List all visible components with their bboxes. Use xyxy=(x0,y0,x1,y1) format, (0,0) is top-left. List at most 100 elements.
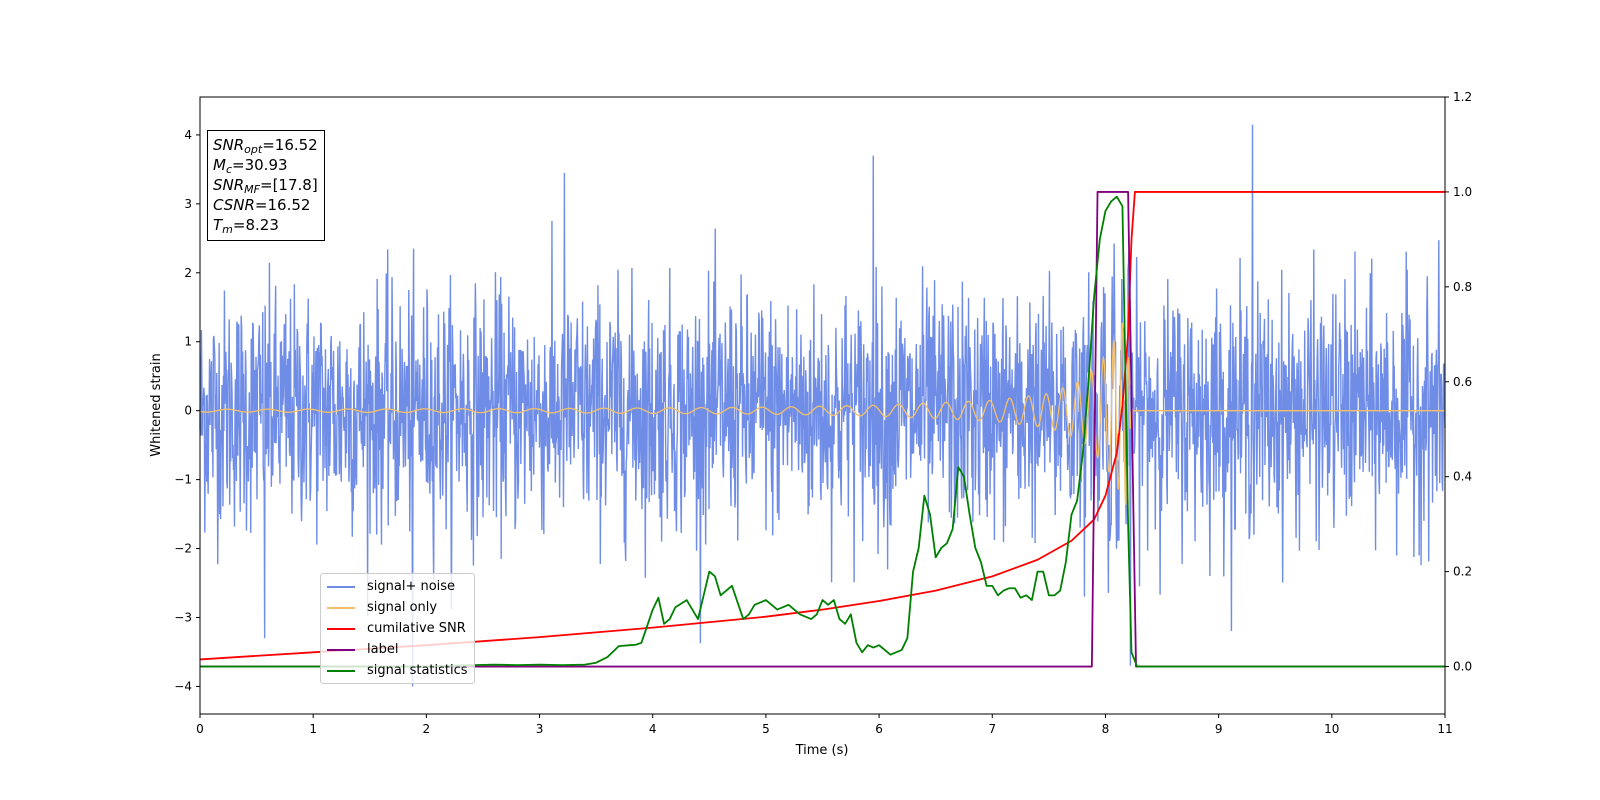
y-tick: 3 xyxy=(184,197,200,211)
info-csnr-symbol: CSNR xyxy=(213,196,255,214)
x-tick: 2 xyxy=(423,714,431,736)
info-snr-opt-sub: opt xyxy=(244,143,263,156)
y-tick-label: 2 xyxy=(184,266,192,280)
info-tm-sub: m xyxy=(222,223,233,236)
x-axis: 0 1 2 3 4 5 6 7 8 9 10 11 xyxy=(196,714,1453,736)
x-tick: 11 xyxy=(1437,714,1453,736)
y2-tick: 0.4 xyxy=(1445,470,1472,484)
legend-item: cumilative SNR xyxy=(327,618,468,639)
series-layer xyxy=(199,124,1446,687)
x-tick-label: 7 xyxy=(988,722,996,736)
info-mc-value: =30.93 xyxy=(232,156,288,174)
x-tick-label: 5 xyxy=(762,722,770,736)
x-tick-label: 6 xyxy=(875,722,883,736)
x-tick-label: 1 xyxy=(309,722,317,736)
info-snr-opt-symbol: SNR xyxy=(213,136,245,154)
legend-label: signal+ noise xyxy=(367,579,456,594)
info-snr-mf-symbol: SNR xyxy=(213,176,245,194)
y-tick: 0 xyxy=(184,404,200,418)
info-snr-mf: SNRMF=[17.8] xyxy=(213,175,318,195)
y-tick-label: −4 xyxy=(174,679,192,693)
x-tick-label: 10 xyxy=(1324,722,1339,736)
legend-label: signal statistics xyxy=(367,663,468,678)
x-tick: 10 xyxy=(1324,714,1339,736)
y2-tick: 0.2 xyxy=(1445,565,1472,579)
legend-swatch xyxy=(327,606,355,609)
legend-label: signal only xyxy=(367,600,438,615)
y-tick-label: −3 xyxy=(174,610,192,624)
x-tick: 6 xyxy=(875,714,883,736)
y2-tick-label: 0.8 xyxy=(1453,280,1472,294)
series-signal-noise xyxy=(199,124,1446,687)
y-tick: −3 xyxy=(174,610,200,624)
y-tick-label: 3 xyxy=(184,197,192,211)
x-axis-label: Time (s) xyxy=(795,743,849,758)
y-tick-label: 1 xyxy=(184,335,192,349)
info-snr-opt: SNRopt=16.52 xyxy=(213,135,318,155)
x-tick: 4 xyxy=(649,714,657,736)
x-tick-label: 4 xyxy=(649,722,657,736)
plot-frame xyxy=(199,96,1446,715)
x-tick: 8 xyxy=(1102,714,1110,736)
y2-tick-label: 0.0 xyxy=(1453,660,1472,674)
x-tick-label: 9 xyxy=(1215,722,1223,736)
legend-item: signal statistics xyxy=(327,660,468,681)
info-snr-mf-value: =[17.8] xyxy=(260,176,318,194)
y2-tick: 1.2 xyxy=(1445,90,1472,104)
y-tick: −2 xyxy=(174,542,200,556)
x-tick: 9 xyxy=(1215,714,1223,736)
y-tick-label: −2 xyxy=(174,542,192,556)
x-tick: 7 xyxy=(988,714,996,736)
y-axis-left: −4 −3 −2 −1 0 1 2 3 4 xyxy=(174,128,200,693)
legend-item: label xyxy=(327,639,468,660)
y2-tick-label: 1.0 xyxy=(1453,185,1472,199)
y-tick: 1 xyxy=(184,335,200,349)
y-tick: 2 xyxy=(184,266,200,280)
y2-tick-label: 0.4 xyxy=(1453,470,1472,484)
info-mc: Mc=30.93 xyxy=(213,155,318,175)
info-csnr-value: =16.52 xyxy=(254,196,311,214)
y-axis-right: 0.0 0.2 0.4 0.6 0.8 1.0 1.2 xyxy=(1445,90,1472,674)
y-tick: 4 xyxy=(184,128,200,142)
x-tick-label: 8 xyxy=(1102,722,1110,736)
info-tm: Tm=8.23 xyxy=(213,215,318,235)
legend-label: cumilative SNR xyxy=(367,621,466,636)
info-mc-symbol: M xyxy=(213,156,226,174)
x-tick-label: 2 xyxy=(423,722,431,736)
x-tick-label: 11 xyxy=(1437,722,1452,736)
series-cumulative-snr xyxy=(199,191,1445,661)
series-signal-only xyxy=(199,322,1445,506)
y2-tick: 0.8 xyxy=(1445,280,1472,294)
x-tick-label: 3 xyxy=(536,722,544,736)
legend-item: signal+ noise xyxy=(327,576,468,597)
y-axis-label: Whitened strain xyxy=(149,353,164,456)
legend-item: signal only xyxy=(327,597,468,618)
series-signal-statistics xyxy=(200,195,1445,668)
legend-swatch xyxy=(327,648,355,651)
y2-tick: 1.0 xyxy=(1445,185,1472,199)
y-tick-label: 4 xyxy=(184,128,192,142)
y2-tick-label: 1.2 xyxy=(1453,90,1472,104)
info-csnr: CSNR=16.52 xyxy=(213,195,318,215)
y-tick: −1 xyxy=(174,473,200,487)
y-tick: −4 xyxy=(174,679,200,693)
info-snr-opt-value: =16.52 xyxy=(262,136,318,154)
info-box: SNRopt=16.52 Mc=30.93 SNRMF=[17.8] CSNR=… xyxy=(207,130,325,241)
info-snr-mf-sub: MF xyxy=(244,183,260,196)
y2-tick-label: 0.6 xyxy=(1453,375,1472,389)
y2-tick: 0.6 xyxy=(1445,375,1472,389)
info-tm-value: =8.23 xyxy=(232,216,279,234)
y2-tick-label: 0.2 xyxy=(1453,565,1472,579)
x-tick: 1 xyxy=(309,714,317,736)
x-tick: 5 xyxy=(762,714,770,736)
info-tm-symbol: T xyxy=(213,216,223,234)
y2-tick: 0.0 xyxy=(1445,660,1472,674)
y-tick-label: −1 xyxy=(174,473,192,487)
x-tick: 3 xyxy=(536,714,544,736)
legend-swatch xyxy=(327,627,355,630)
legend-swatch xyxy=(327,669,355,672)
x-tick-label: 0 xyxy=(196,722,204,736)
legend-swatch xyxy=(327,585,355,588)
legend-label: label xyxy=(367,642,399,657)
